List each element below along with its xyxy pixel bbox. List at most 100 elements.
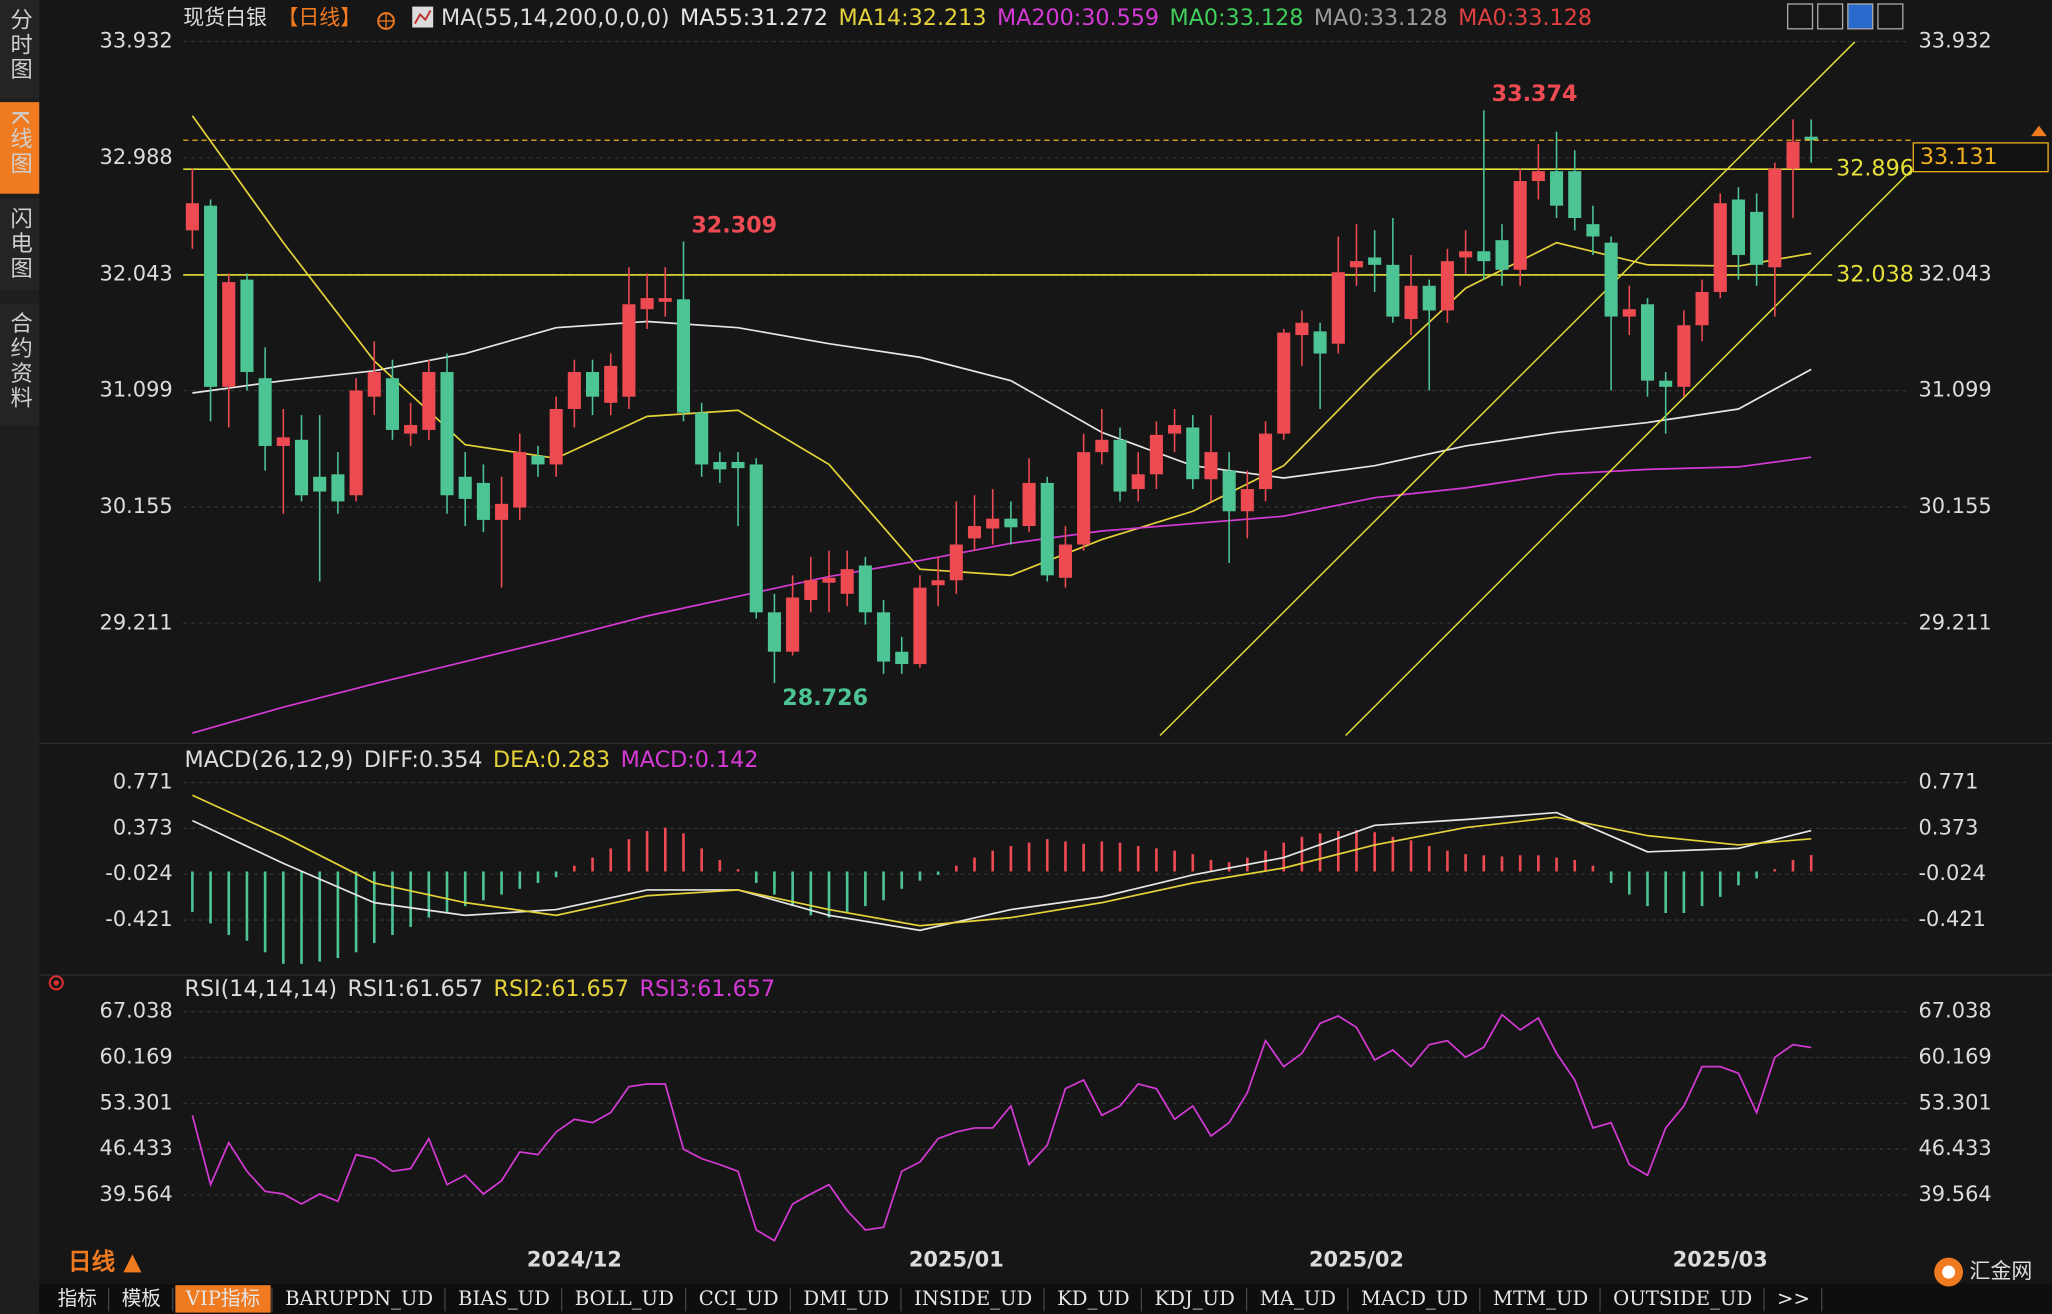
indicator-value: MA0:33.128 — [1170, 5, 1304, 31]
candle-body — [549, 408, 563, 465]
tab[interactable]: 指标 — [58, 1287, 97, 1310]
tab[interactable]: OUTSIDE_UD — [1613, 1287, 1752, 1310]
candle-body — [1277, 332, 1291, 434]
sidebar-item[interactable]: 分时图 — [7, 7, 33, 82]
tab-bg[interactable] — [1249, 1285, 1347, 1313]
macd-bar — [1100, 841, 1104, 872]
macd-bar — [1064, 841, 1067, 872]
tab-bg[interactable] — [47, 1285, 108, 1313]
tab[interactable]: BOLL_UD — [575, 1287, 674, 1310]
indicator-value: MA55:31.272 — [680, 5, 828, 31]
macd-bar — [1682, 871, 1686, 914]
candle-body — [1077, 452, 1091, 545]
tab[interactable]: 模板 — [122, 1287, 161, 1310]
y-tick-label: 32.043 — [100, 261, 173, 285]
tab[interactable]: MTM_UD — [1493, 1287, 1588, 1310]
macd-bar — [372, 871, 376, 944]
y-tick-label: 39.564 — [100, 1182, 173, 1206]
indicator-value: MACD(26,12,9) — [185, 747, 354, 773]
macd-bar — [1173, 850, 1176, 872]
sidebar-item-bg[interactable] — [0, 198, 40, 291]
candle-body — [1804, 136, 1818, 141]
sidebar-item[interactable]: K线图 — [7, 110, 33, 177]
macd-bar — [300, 871, 303, 964]
add-icon[interactable] — [377, 12, 395, 30]
candle-body — [1640, 304, 1655, 381]
tab[interactable]: DMI_UD — [803, 1287, 889, 1310]
macd-bar — [263, 871, 267, 953]
tab[interactable]: KD_UD — [1057, 1287, 1129, 1310]
macd-bar — [1027, 842, 1031, 872]
macd-line — [192, 794, 1812, 927]
support-label-bg — [1832, 261, 1911, 289]
sidebar-item[interactable]: 合约资料 — [7, 311, 33, 411]
candle-body — [422, 372, 436, 430]
candle-body — [1440, 261, 1454, 311]
tab[interactable]: BARUPDN_UD — [285, 1287, 433, 1310]
macd-bar — [1591, 865, 1595, 872]
sidebar-item-bg[interactable] — [0, 102, 40, 194]
y-tick-label-right: -0.024 — [1919, 861, 1986, 885]
tab-bg[interactable] — [1766, 1285, 1821, 1313]
rsi-line — [191, 1013, 1812, 1242]
price-annotation: 33.374 — [1492, 81, 1578, 107]
indicator-value: RSI2:61.657 — [494, 976, 630, 1002]
tab-bg[interactable] — [1602, 1285, 1763, 1313]
tab-bg[interactable] — [447, 1285, 561, 1313]
candle-body — [895, 651, 909, 665]
candle-body — [258, 378, 272, 446]
alert-icon[interactable] — [48, 975, 64, 991]
tab[interactable]: INSIDE_UD — [914, 1287, 1032, 1310]
tab[interactable]: MACD_UD — [1361, 1287, 1468, 1310]
candle-body — [1131, 474, 1145, 490]
tab-bg[interactable] — [274, 1285, 444, 1313]
candle-body — [622, 304, 636, 397]
candle-body — [1058, 544, 1072, 578]
tab[interactable]: >> — [1777, 1287, 1810, 1310]
toolbar-icons[interactable] — [1786, 3, 1904, 30]
tab-bg[interactable] — [1143, 1285, 1246, 1313]
candle-body — [1022, 482, 1036, 527]
candle-body — [567, 372, 581, 409]
tab-bg[interactable] — [903, 1285, 1043, 1313]
tab-bg[interactable] — [175, 1285, 271, 1313]
candle-body — [585, 372, 600, 397]
tab-bg[interactable] — [688, 1285, 790, 1313]
tab[interactable]: MA_UD — [1260, 1287, 1336, 1310]
tab-bg[interactable] — [564, 1285, 685, 1313]
tab[interactable]: CCI_UD — [699, 1287, 779, 1310]
candle-body — [349, 390, 363, 496]
candle-body — [1677, 325, 1691, 387]
tab-bg[interactable] — [1482, 1285, 1599, 1313]
period[interactable]: 【日线】 — [277, 5, 361, 29]
tab[interactable]: BIAS_UD — [458, 1287, 550, 1310]
indicator-value: RSI(14,14,14) — [185, 976, 337, 1002]
macd-bar — [482, 871, 485, 901]
candle-body — [804, 580, 818, 600]
sidebar-item[interactable]: 闪电图 — [7, 206, 33, 281]
tab-bg[interactable] — [1046, 1285, 1141, 1313]
tab[interactable]: VIP指标 — [185, 1287, 260, 1310]
tab-bg[interactable] — [111, 1285, 172, 1313]
candle-body — [931, 580, 945, 586]
indicator-value: MA200:30.559 — [997, 5, 1159, 31]
candle-body — [476, 482, 490, 520]
macd-bar — [864, 871, 867, 907]
macd-bar — [754, 871, 758, 884]
tab-bg[interactable] — [792, 1285, 900, 1313]
sidebar-item-bg[interactable] — [0, 303, 40, 426]
indicator-icon[interactable] — [412, 6, 434, 28]
period-footer[interactable]: 日线 ▲ — [68, 1247, 142, 1275]
macd-bar — [336, 871, 340, 959]
sidebar-item-bg[interactable] — [0, 0, 40, 99]
tab[interactable]: KDJ_UD — [1154, 1287, 1234, 1310]
y-tick-label-right: 46.433 — [1919, 1136, 1992, 1160]
candle-body — [1568, 171, 1582, 219]
candle-body — [1622, 309, 1636, 317]
macd-bar — [845, 871, 849, 912]
tab-bg[interactable] — [1350, 1285, 1479, 1313]
macd-bar — [973, 857, 976, 872]
candle-body — [967, 526, 982, 539]
